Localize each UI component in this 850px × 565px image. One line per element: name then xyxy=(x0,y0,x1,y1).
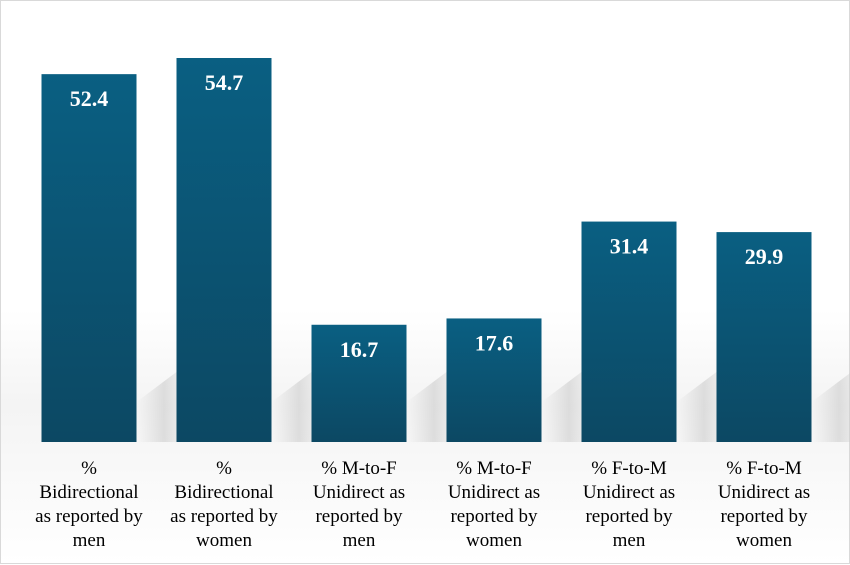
category-label-line: Bidirectional xyxy=(174,482,273,503)
value-label: 54.7 xyxy=(205,70,244,95)
bar xyxy=(177,58,272,442)
category-label: % Bidirectional as reported by men xyxy=(35,458,143,551)
category-label-line: men xyxy=(343,530,376,551)
category-label-line: % M-to-F xyxy=(456,458,531,479)
category-label-line: as reported by xyxy=(35,506,143,527)
category-label: % Bidirectional as reported by women xyxy=(170,458,278,551)
category-label-line: % F-to-M xyxy=(726,458,802,479)
category-label-line: Unidirect as xyxy=(583,482,675,503)
category-label-line: reported by xyxy=(720,506,808,527)
value-label: 16.7 xyxy=(340,337,379,362)
bar-shadow xyxy=(812,372,850,442)
category-label-line: Unidirect as xyxy=(313,482,405,503)
category-label-line: men xyxy=(613,530,646,551)
category-label: % M-to-F Unidirect as reported by women xyxy=(448,458,540,551)
category-label-line: women xyxy=(736,530,792,551)
category-label-line: % xyxy=(81,458,97,479)
bars xyxy=(42,58,812,442)
category-label-line: Bidirectional xyxy=(39,482,138,503)
value-label: 29.9 xyxy=(745,244,784,269)
bar xyxy=(42,74,137,442)
category-label: % F-to-M Unidirect as reported by women xyxy=(718,458,810,551)
category-label: % M-to-F Unidirect as reported by men xyxy=(313,458,405,551)
category-label-line: Unidirect as xyxy=(718,482,810,503)
category-label-line: Unidirect as xyxy=(448,482,540,503)
category-label-line: as reported by xyxy=(170,506,278,527)
category-label-line: women xyxy=(196,530,252,551)
category-label-line: women xyxy=(466,530,522,551)
category-label-line: % F-to-M xyxy=(591,458,667,479)
category-label-line: reported by xyxy=(450,506,538,527)
category-labels: % Bidirectional as reported by men% Bidirect… xyxy=(35,458,810,551)
category-label-line: men xyxy=(73,530,106,551)
category-label-line: % M-to-F xyxy=(321,458,396,479)
category-label-line: % xyxy=(216,458,232,479)
category-label-line: reported by xyxy=(315,506,403,527)
value-label: 17.6 xyxy=(475,330,514,355)
category-label-line: reported by xyxy=(585,506,673,527)
value-label: 31.4 xyxy=(610,234,649,259)
value-label: 52.4 xyxy=(70,86,109,111)
category-label: % F-to-M Unidirect as reported by men xyxy=(583,458,675,551)
